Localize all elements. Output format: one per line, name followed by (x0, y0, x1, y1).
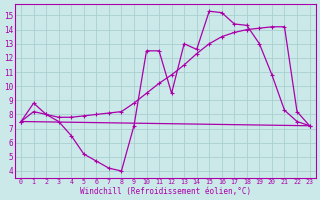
X-axis label: Windchill (Refroidissement éolien,°C): Windchill (Refroidissement éolien,°C) (80, 187, 251, 196)
